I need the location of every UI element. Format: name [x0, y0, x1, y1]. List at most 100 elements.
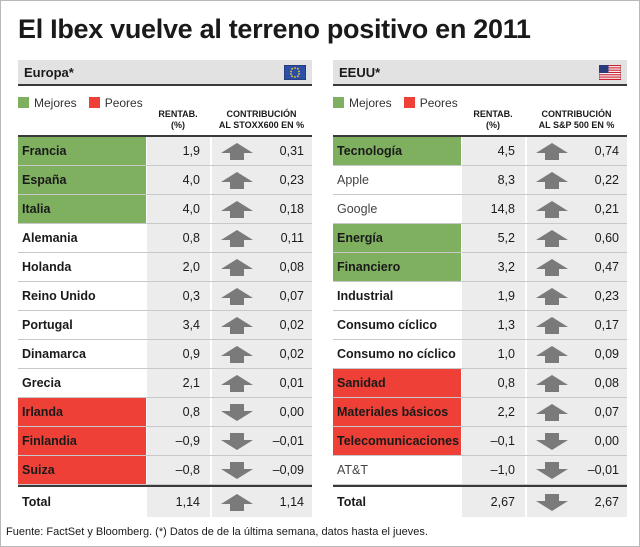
- contrib-cell: 0,17: [526, 311, 627, 339]
- legend-worse-swatch: [88, 97, 100, 108]
- rentab-value: 0,8: [146, 398, 210, 426]
- rentab-value: 0,8: [461, 369, 525, 397]
- table-row: Suiza –0,8 –0,09: [18, 456, 312, 485]
- row-label: Materiales básicos: [333, 398, 461, 426]
- table-row: Industrial 1,9 0,23: [333, 282, 627, 311]
- legend-better-label: Mejores: [349, 96, 392, 110]
- us-flag-icon: [599, 65, 621, 80]
- rentab-value: 2,0: [146, 253, 210, 281]
- rentab-value: 4,5: [461, 137, 525, 165]
- col-contrib-line1: CONTRIBUCIÓN: [226, 109, 297, 119]
- arrow-up-icon: [536, 375, 568, 392]
- rentab-value: 1,14: [146, 487, 210, 517]
- rentab-value: 5,2: [461, 224, 525, 252]
- contrib-cell: 0,11: [211, 224, 312, 252]
- rentab-value: 1,9: [461, 282, 525, 310]
- arrow-up-icon: [221, 201, 253, 218]
- us-col-contrib-header: CONTRIBUCIÓN AL S&P 500 EN %: [526, 109, 627, 131]
- arrow-down-icon: [536, 433, 568, 450]
- arrow-down-icon: [536, 494, 568, 511]
- europe-panel: Europa* Mejores Peores RENTAB. (%) CONTRI…: [18, 60, 312, 517]
- contrib-cell: 0,47: [526, 253, 627, 281]
- table-row: Irlanda 0,8 0,00: [18, 398, 312, 427]
- row-label: Apple: [337, 173, 369, 187]
- contrib-cell: 0,01: [211, 369, 312, 397]
- contrib-value: 0,17: [594, 318, 619, 332]
- arrow-up-icon: [536, 404, 568, 421]
- rentab-value: 3,2: [461, 253, 525, 281]
- table-row: Apple 8,3 0,22: [333, 166, 627, 195]
- contrib-cell: 0,21: [526, 195, 627, 223]
- us-panel-header: EEUU*: [333, 60, 627, 86]
- rentab-value: 1,3: [461, 311, 525, 339]
- table-row: Italia 4,0 0,18: [18, 195, 312, 224]
- contrib-value: 0,22: [594, 173, 619, 187]
- arrow-up-icon: [536, 230, 568, 247]
- europe-panel-title: Europa*: [24, 65, 74, 80]
- contrib-cell: 0,00: [211, 398, 312, 426]
- table-row: España 4,0 0,23: [18, 166, 312, 195]
- contrib-value: 0,01: [279, 376, 304, 390]
- contrib-cell: 0,07: [526, 398, 627, 426]
- contrib-cell: 0,18: [211, 195, 312, 223]
- us-panel: EEUU* Mejores Peores RENTAB. (%) CONTRIBU…: [333, 60, 627, 517]
- us-col-rent-header: RENTAB. (%): [461, 109, 525, 131]
- arrow-up-icon: [536, 143, 568, 160]
- col-rent-line2: (%): [171, 120, 185, 130]
- rentab-value: 0,9: [146, 340, 210, 368]
- contrib-value: 0,02: [279, 347, 304, 361]
- table-row: Holanda 2,0 0,08: [18, 253, 312, 282]
- europe-panel-header: Europa*: [18, 60, 312, 86]
- contrib-value: 0,60: [594, 231, 619, 245]
- us-legend: Mejores Peores: [333, 96, 458, 110]
- contrib-value: 0,00: [594, 434, 619, 448]
- col-contrib-line2: AL STOXX600 EN %: [218, 120, 305, 130]
- contrib-value: 0,11: [280, 231, 304, 245]
- row-label: Irlanda: [18, 398, 146, 426]
- contrib-value: –0,01: [272, 434, 304, 448]
- rentab-value: 0,8: [146, 224, 210, 252]
- table-row: Telecomunicaciones –0,1 0,00: [333, 427, 627, 456]
- contrib-value: 0,08: [279, 260, 304, 274]
- row-label: Grecia: [22, 376, 61, 390]
- chart-title: El Ibex vuelve al terreno positivo en 20…: [18, 14, 531, 44]
- row-label: Dinamarca: [22, 347, 86, 361]
- arrow-up-icon: [221, 288, 253, 305]
- legend-better-swatch: [333, 97, 344, 108]
- arrow-up-icon: [536, 201, 568, 218]
- contrib-value: 0,31: [279, 144, 304, 158]
- arrow-up-icon: [221, 346, 253, 363]
- europe-col-rent-header: RENTAB. (%): [146, 109, 210, 131]
- table-row: Reino Unido 0,3 0,07: [18, 282, 312, 311]
- table-row: Financiero 3,2 0,47: [333, 253, 627, 282]
- rentab-value: 2,67: [461, 487, 525, 517]
- contrib-value: 0,02: [279, 318, 304, 332]
- table-row: Dinamarca 0,9 0,02: [18, 340, 312, 369]
- row-label: Suiza: [18, 456, 146, 484]
- arrow-up-icon: [536, 172, 568, 189]
- rentab-value: –1,0: [461, 456, 525, 484]
- contrib-value: 0,09: [594, 347, 619, 361]
- rentab-value: 4,0: [146, 195, 210, 223]
- europe-col-contrib-header: CONTRIBUCIÓN AL STOXX600 EN %: [211, 109, 312, 131]
- contrib-value: 0,07: [279, 289, 304, 303]
- contrib-value: 0,23: [279, 173, 304, 187]
- contrib-value: 0,07: [594, 405, 619, 419]
- contrib-value: 0,18: [279, 202, 304, 216]
- row-label: Italia: [18, 195, 146, 223]
- europe-legend: Mejores Peores: [18, 96, 143, 110]
- rentab-value: 0,3: [146, 282, 210, 310]
- contrib-cell: 2,67: [526, 487, 627, 517]
- table-row: Consumo cíclico 1,3 0,17: [333, 311, 627, 340]
- contrib-cell: 0,07: [211, 282, 312, 310]
- contrib-cell: 0,02: [211, 311, 312, 339]
- contrib-value: 2,67: [594, 495, 619, 509]
- arrow-up-icon: [221, 317, 253, 334]
- arrow-up-icon: [536, 259, 568, 276]
- legend-better-label: Mejores: [34, 96, 77, 110]
- contrib-cell: 0,60: [526, 224, 627, 252]
- row-label: Financiero: [333, 253, 461, 281]
- table-row: Tecnología 4,5 0,74: [333, 137, 627, 166]
- rentab-value: 2,1: [146, 369, 210, 397]
- row-label: Total: [22, 495, 51, 509]
